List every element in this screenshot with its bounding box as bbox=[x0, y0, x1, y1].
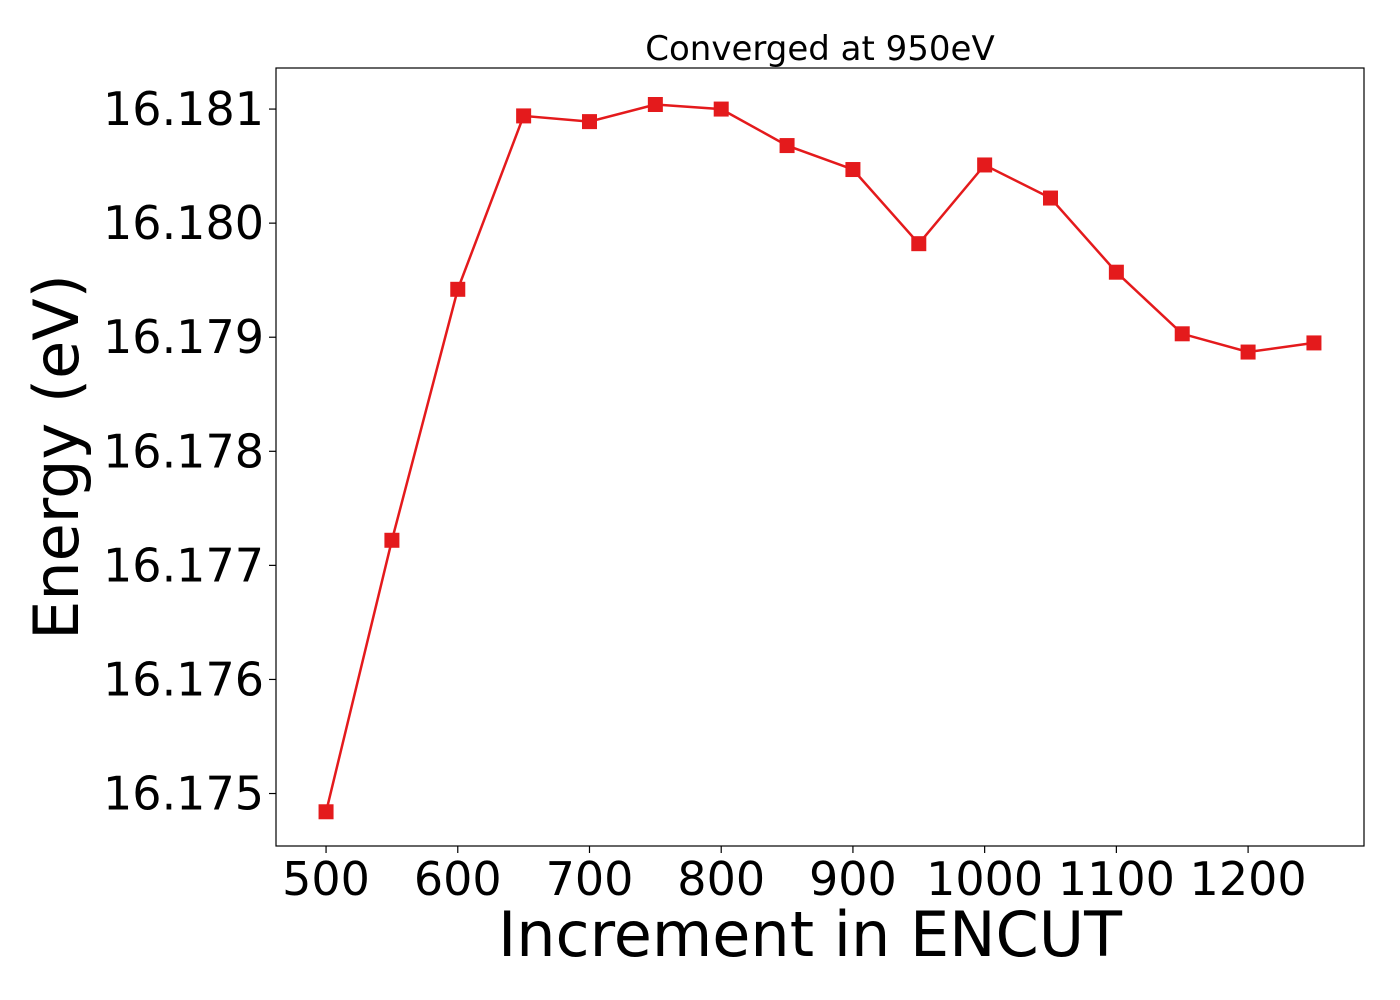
data-point bbox=[581, 114, 597, 130]
data-point bbox=[1306, 335, 1322, 351]
data-point bbox=[911, 236, 927, 252]
x-tick-label: 1000 bbox=[926, 852, 1043, 906]
y-tick-label: 16.180 bbox=[103, 196, 264, 250]
data-point bbox=[450, 281, 466, 297]
data-point bbox=[1108, 264, 1124, 280]
data-point bbox=[318, 804, 334, 820]
x-axis: 500 600 700 800 900 1000 1100 1200 bbox=[282, 846, 1307, 906]
y-tick-label: 16.179 bbox=[103, 310, 264, 364]
data-point bbox=[713, 101, 729, 117]
data-point bbox=[1240, 344, 1256, 360]
x-tick-label: 500 bbox=[282, 852, 370, 906]
y-axis: 16.175 16.176 16.177 16.178 16.179 16.180 16.1… bbox=[103, 82, 276, 821]
data-point bbox=[1043, 190, 1059, 206]
x-tick-label: 600 bbox=[414, 852, 502, 906]
data-point bbox=[779, 138, 795, 154]
y-tick-label: 16.178 bbox=[103, 424, 264, 478]
data-point bbox=[516, 108, 532, 124]
data-point bbox=[977, 157, 993, 173]
data-point bbox=[845, 162, 861, 178]
data-point bbox=[1174, 326, 1190, 342]
y-tick-label: 16.175 bbox=[103, 767, 264, 821]
x-tick-label: 700 bbox=[546, 852, 634, 906]
x-axis-label: Increment in ENCUT bbox=[498, 898, 1123, 971]
x-tick-label: 1200 bbox=[1190, 852, 1307, 906]
chart-title: Converged at 950eV bbox=[645, 29, 994, 69]
plot-area bbox=[318, 97, 1322, 820]
x-tick-label: 800 bbox=[677, 852, 765, 906]
data-point bbox=[647, 97, 663, 113]
plot-frame bbox=[275, 67, 1365, 847]
data-point bbox=[384, 532, 400, 548]
y-tick-label: 16.177 bbox=[103, 538, 264, 592]
series-line bbox=[324, 103, 1315, 813]
y-axis-label: Energy (eV) bbox=[20, 274, 93, 640]
x-tick-label: 1100 bbox=[1058, 852, 1175, 906]
x-tick-label: 900 bbox=[809, 852, 897, 906]
y-tick-label: 16.181 bbox=[103, 82, 264, 136]
y-tick-label: 16.176 bbox=[103, 652, 264, 706]
